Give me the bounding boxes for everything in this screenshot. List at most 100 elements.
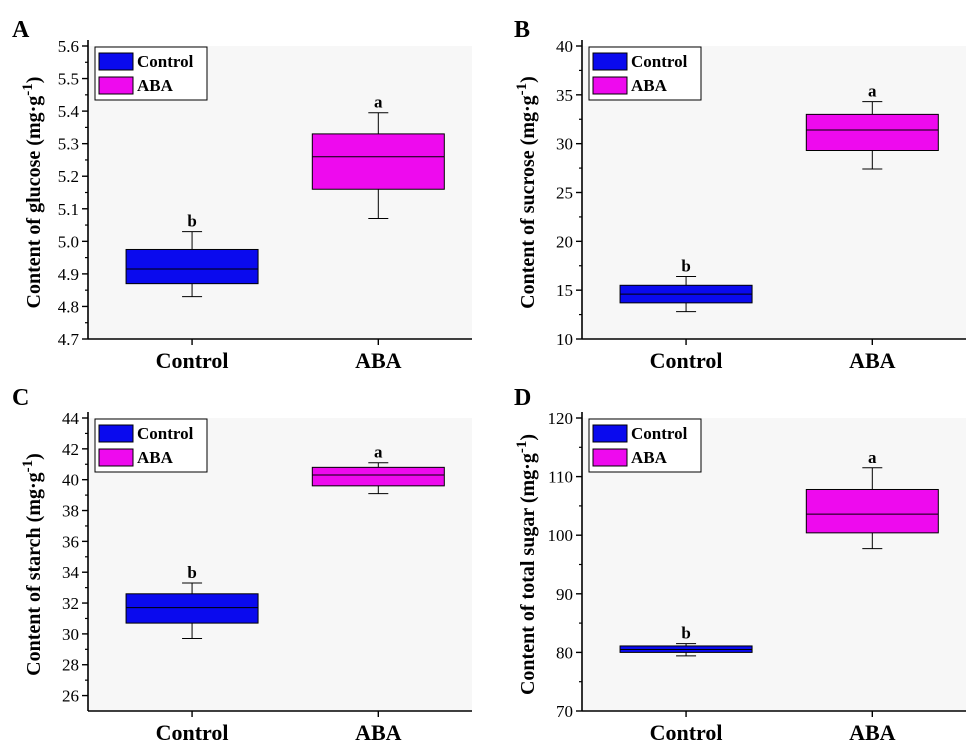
x-tick-label: Control [156,720,229,742]
y-axis-label-close: ) [517,76,539,83]
significance-letter: a [868,82,877,101]
legend-swatch-aba [98,76,134,95]
y-tick-label: 15 [556,281,573,300]
y-tick-label: 4.9 [58,265,79,284]
y-tick-label: 4.7 [58,330,80,349]
panel-letter: A [12,17,30,43]
legend-swatch-control [592,424,628,443]
x-tick-label: Control [156,348,229,373]
significance-letter: b [681,256,690,275]
y-tick-label: 38 [62,502,79,521]
legend-swatch-control [592,52,628,71]
legend-swatch-control [98,52,134,71]
y-tick-label: 28 [62,656,79,675]
legend: Control ABA [94,46,208,101]
y-axis-label: Content of glucose (mg·g-1) [20,77,45,309]
y-tick-label: 40 [556,37,573,56]
legend-swatch-aba [592,76,628,95]
legend-swatch-control [98,424,134,443]
legend-label-aba: ABA [631,448,668,467]
box-body [311,466,445,487]
y-tick-label: 35 [556,86,573,105]
significance-letter: b [187,212,196,231]
panel-b: B 10 15 20 25 30 35 40 Control ABA Content of sucr… [514,17,966,373]
y-axis-label-superscript: -1 [20,460,36,473]
significance-letter: a [868,448,877,467]
y-axis-label-close: ) [23,453,45,460]
significance-letter: b [187,563,196,582]
legend-label-control: Control [631,424,688,443]
box-body [125,248,259,285]
y-tick-label: 44 [62,409,80,428]
y-tick-label: 30 [62,625,79,644]
y-axis-label-superscript: -1 [514,441,530,454]
box-control: b [619,624,753,657]
y-axis-label-main: Content of total sugar (mg·g [517,453,539,695]
y-tick-label: 5.0 [58,232,79,251]
y-axis-label-superscript: -1 [514,83,530,96]
legend-label-aba: ABA [137,448,174,467]
y-axis-label: Content of sucrose (mg·g-1) [514,76,539,309]
y-tick-label: 5.5 [58,70,79,89]
legend: Control ABA [588,46,702,101]
panel-letter: C [12,385,29,411]
y-tick-label: 5.1 [58,200,79,219]
y-tick-label: 5.3 [58,135,79,154]
y-axis-label-superscript: -1 [20,83,36,96]
significance-letter: b [681,624,690,643]
box-body [805,488,939,534]
y-tick-label: 100 [548,526,574,545]
y-tick-label: 4.8 [58,297,79,316]
x-tick-label: ABA [849,720,896,742]
y-tick-label: 80 [556,643,573,662]
x-tick-label: ABA [849,348,896,373]
y-tick-label: 20 [556,232,573,251]
legend-swatch-aba [98,448,134,467]
y-axis-label-close: ) [517,434,539,441]
box-body [311,133,445,190]
x-tick-label: Control [650,720,723,742]
box-aba: a [805,82,939,170]
panel-d: D 70 80 90 100 110 120 Control ABA Content of tot… [514,385,966,742]
legend: Control ABA [94,418,208,473]
y-axis-label-close: ) [23,77,45,84]
y-tick-label: 90 [556,585,573,604]
legend-label-control: Control [137,52,194,71]
y-tick-label: 30 [556,135,573,154]
y-axis-label: Content of total sugar (mg·g-1) [514,434,539,695]
x-tick-label: Control [650,348,723,373]
y-tick-label: 10 [556,330,573,349]
legend: Control ABA [588,418,702,473]
box-control: b [125,212,259,298]
box-aba: a [805,448,939,550]
x-tick-label: ABA [355,348,402,373]
box-aba: a [311,93,445,220]
legend-label-aba: ABA [631,76,668,95]
y-axis-label: Content of starch (mg·g-1) [20,453,45,676]
panel-letter: B [514,17,530,43]
y-tick-label: 26 [62,687,79,706]
y-tick-label: 36 [62,532,79,551]
y-axis-label-main: Content of starch (mg·g [23,472,45,676]
y-tick-label: 25 [556,184,573,203]
panel-c: C 26 28 30 32 34 36 38 40 42 44 Control ABA Content o… [12,385,472,742]
legend-label-aba: ABA [137,76,174,95]
y-tick-label: 5.4 [58,102,80,121]
y-tick-label: 34 [62,563,80,582]
panel-letter: D [514,385,531,411]
panel-a: A 4.7 4.8 4.9 5.0 5.1 5.2 5.3 5.4 5.5 5.6 Control AB… [12,17,472,373]
y-tick-label: 42 [62,440,79,459]
y-axis-label-main: Content of glucose (mg·g [23,96,45,309]
y-tick-label: 70 [556,702,573,721]
x-tick-label: ABA [355,720,402,742]
y-tick-label: 5.2 [58,167,79,186]
box-control: b [125,563,259,640]
y-tick-label: 5.6 [58,37,79,56]
y-tick-label: 110 [548,468,573,487]
significance-letter: a [374,443,383,462]
legend-label-control: Control [137,424,194,443]
y-tick-label: 40 [62,471,79,490]
box-body [805,113,939,152]
y-tick-label: 120 [548,409,574,428]
